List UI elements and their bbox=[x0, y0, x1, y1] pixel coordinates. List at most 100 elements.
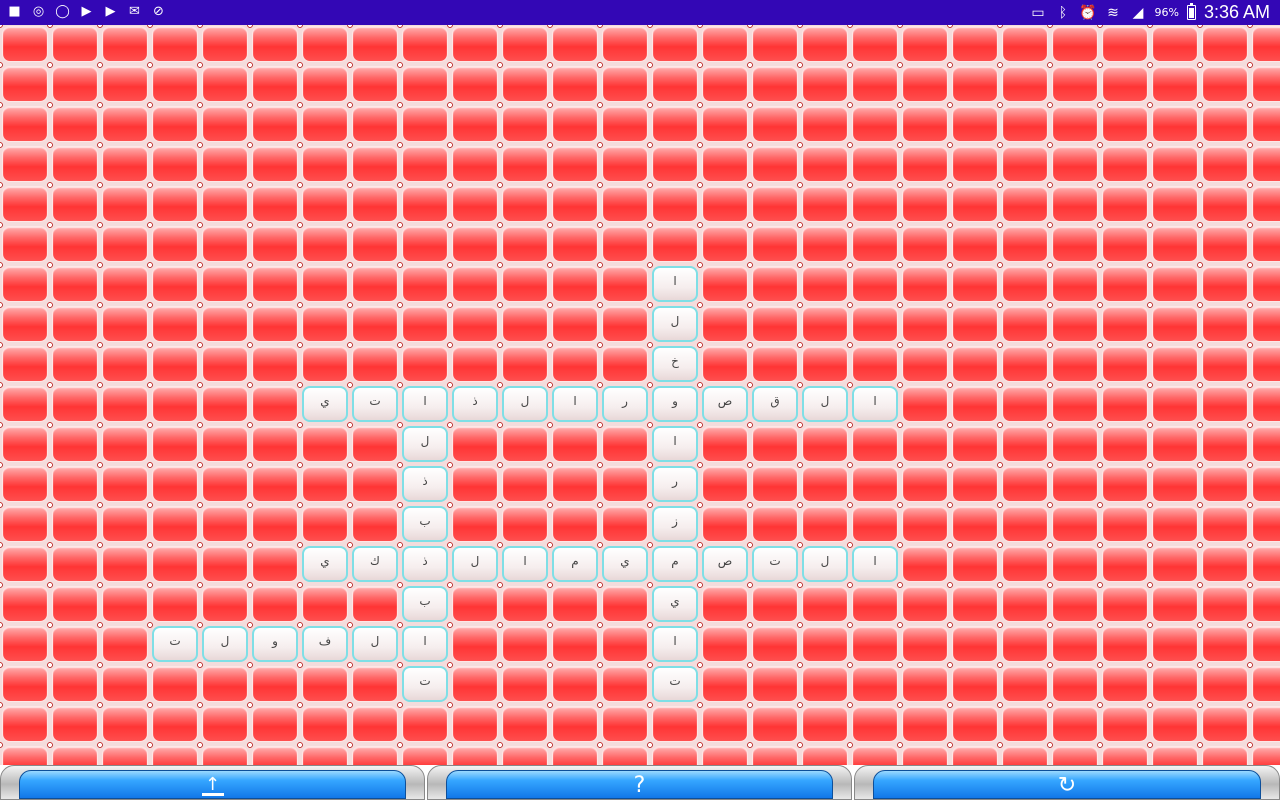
blank-tile bbox=[52, 346, 98, 382]
grid-joint bbox=[946, 501, 954, 509]
letter-tile[interactable]: ر bbox=[652, 466, 698, 502]
share-button-face[interactable] bbox=[19, 770, 406, 799]
grid-joint bbox=[646, 701, 654, 709]
blank-tile bbox=[1152, 146, 1198, 182]
blank-tile bbox=[102, 586, 148, 622]
letter-tile[interactable]: ا bbox=[652, 426, 698, 462]
grid-joint bbox=[196, 381, 204, 389]
letter-tile[interactable]: ب bbox=[402, 506, 448, 542]
blank-tile bbox=[852, 666, 898, 702]
letter-tile[interactable]: و bbox=[652, 386, 698, 422]
letter-tile[interactable]: ل bbox=[802, 546, 848, 582]
refresh-button-face[interactable]: ↻ bbox=[873, 770, 1261, 799]
blank-tile bbox=[1202, 306, 1248, 342]
grid-joint bbox=[196, 541, 204, 549]
grid-joint bbox=[46, 581, 54, 589]
blank-tile bbox=[752, 586, 798, 622]
grid-joint bbox=[0, 461, 4, 469]
letter-tile[interactable]: ل bbox=[402, 426, 448, 462]
grid-joint bbox=[696, 421, 704, 429]
grid-joint bbox=[996, 741, 1004, 749]
letter-tile[interactable]: ذ bbox=[402, 466, 448, 502]
hint-button[interactable]: ? bbox=[427, 765, 852, 800]
blank-tile bbox=[552, 106, 598, 142]
bluetooth-icon: ᛒ bbox=[1058, 4, 1068, 21]
letter-tile[interactable]: ل bbox=[452, 546, 498, 582]
letter-tile[interactable]: ذ bbox=[452, 386, 498, 422]
letter-tile[interactable]: ت bbox=[352, 386, 398, 422]
letter-tile[interactable]: ي bbox=[602, 546, 648, 582]
letter-tile[interactable]: ل bbox=[502, 386, 548, 422]
blank-tile bbox=[2, 706, 48, 742]
letter-tile[interactable]: ا bbox=[652, 626, 698, 662]
letter-tile[interactable]: ر bbox=[602, 386, 648, 422]
letter-tile[interactable]: ا bbox=[502, 546, 548, 582]
grid-joint bbox=[296, 701, 304, 709]
letter-tile[interactable]: ل bbox=[802, 386, 848, 422]
blank-tile bbox=[1002, 586, 1048, 622]
blank-tile bbox=[52, 746, 98, 765]
blank-tile bbox=[602, 706, 648, 742]
letter-tile[interactable]: ل bbox=[202, 626, 248, 662]
blank-tile bbox=[52, 426, 98, 462]
letter-tile[interactable]: ت bbox=[752, 546, 798, 582]
blank-tile bbox=[502, 66, 548, 102]
letter-tile[interactable]: و bbox=[252, 626, 298, 662]
grid-joint bbox=[46, 61, 54, 69]
letter-tile[interactable]: م bbox=[552, 546, 598, 582]
letter-tile[interactable]: ت bbox=[402, 666, 448, 702]
letter-tile[interactable]: ذ bbox=[402, 546, 448, 582]
blank-tile bbox=[52, 506, 98, 542]
letter-tile[interactable]: ق bbox=[752, 386, 798, 422]
letter-tile[interactable]: خ bbox=[652, 346, 698, 382]
grid-joint bbox=[546, 581, 554, 589]
blank-tile bbox=[752, 466, 798, 502]
blank-tile bbox=[952, 626, 998, 662]
blank-tile bbox=[602, 586, 648, 622]
letter-tile[interactable]: م bbox=[652, 546, 698, 582]
refresh-button[interactable]: ↻ bbox=[854, 765, 1280, 800]
blank-tile bbox=[1002, 746, 1048, 765]
grid-joint bbox=[496, 701, 504, 709]
letter-tile[interactable]: ت bbox=[652, 666, 698, 702]
letter-tile[interactable]: ف bbox=[302, 626, 348, 662]
letter-tile[interactable]: ا bbox=[652, 266, 698, 302]
grid-joint bbox=[946, 621, 954, 629]
letter-tile[interactable]: ص bbox=[702, 386, 748, 422]
grid-joint bbox=[446, 741, 454, 749]
letter-tile[interactable]: ص bbox=[702, 546, 748, 582]
blank-tile bbox=[1152, 466, 1198, 502]
letter-tile[interactable]: ي bbox=[302, 386, 348, 422]
letter-tile[interactable]: ي bbox=[302, 546, 348, 582]
letter-tile[interactable]: ل bbox=[652, 306, 698, 342]
letter-tile[interactable]: ا bbox=[552, 386, 598, 422]
grid-joint bbox=[846, 61, 854, 69]
letter-tile[interactable]: ز bbox=[652, 506, 698, 542]
grid-joint bbox=[646, 461, 654, 469]
blank-tile bbox=[1252, 226, 1280, 262]
blank-tile bbox=[102, 26, 148, 62]
grid-joint bbox=[1196, 701, 1204, 709]
grid-joint bbox=[446, 181, 454, 189]
grid-joint bbox=[396, 181, 404, 189]
grid-joint bbox=[846, 461, 854, 469]
blank-tile bbox=[1202, 666, 1248, 702]
letter-tile[interactable]: ا bbox=[852, 546, 898, 582]
letter-tile[interactable]: ل bbox=[352, 626, 398, 662]
battery-icon bbox=[1186, 3, 1196, 20]
blank-tile bbox=[802, 226, 848, 262]
share-button[interactable] bbox=[0, 765, 425, 800]
hint-button-face[interactable]: ? bbox=[446, 770, 833, 799]
letter-tile[interactable]: ب bbox=[402, 586, 448, 622]
blank-tile bbox=[1052, 226, 1098, 262]
letter-tile[interactable]: ا bbox=[402, 386, 448, 422]
letter-tile[interactable]: ي bbox=[652, 586, 698, 622]
blank-tile bbox=[902, 26, 948, 62]
blank-tile bbox=[302, 66, 348, 102]
letter-tile[interactable]: ك bbox=[352, 546, 398, 582]
letter-tile[interactable]: ا bbox=[852, 386, 898, 422]
blank-tile bbox=[252, 746, 298, 765]
letter-tile[interactable]: ا bbox=[402, 626, 448, 662]
grid-joint bbox=[96, 621, 104, 629]
letter-tile[interactable]: ت bbox=[152, 626, 198, 662]
